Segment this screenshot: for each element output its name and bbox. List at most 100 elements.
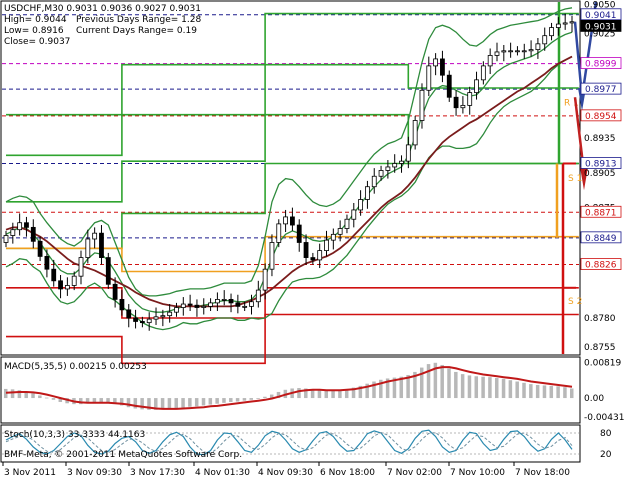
macd-histogram-bar: [406, 374, 410, 399]
time-tick-label: 3 Nov 09:30: [67, 468, 122, 478]
stoch-tick-label: 80: [600, 429, 612, 439]
info-box: USDCHF,M30 0.9031 0.9036 0.9027 0.9031 H…: [4, 4, 201, 47]
price-label-text: 0.8871: [585, 208, 617, 218]
candle-body: [17, 222, 23, 231]
bollinger-upper-line: [5, 7, 573, 297]
macd-histogram-bar: [51, 398, 56, 400]
macd-histogram-bar: [276, 391, 281, 399]
macd-histogram-bar: [454, 371, 458, 399]
time-tick-label: 6 Nov 18:00: [320, 468, 375, 478]
macd-histogram-bar: [133, 398, 138, 409]
macd-histogram-bar: [256, 398, 260, 399]
price-label-text: 0.9031: [585, 22, 617, 32]
macd-indicator: 0.00819 0.00 -0.00431: [4, 358, 624, 423]
candle-body: [255, 289, 261, 303]
macd-histogram-bar: [413, 371, 417, 399]
macd-histogram-bar: [433, 362, 438, 399]
candle-body: [126, 309, 132, 319]
candle-body: [153, 316, 159, 320]
candle-body: [71, 275, 77, 286]
time-tick-label: 7 Nov 18:00: [515, 468, 570, 478]
candle-body: [303, 242, 309, 258]
macd-histogram-bar: [338, 390, 342, 399]
macd-histogram-bar: [447, 368, 451, 399]
stoch-tick-label: 20: [600, 450, 612, 460]
candle-body: [494, 51, 500, 56]
macd-histogram-bar: [92, 398, 97, 403]
macd-histogram-bar: [147, 398, 151, 410]
candle-body: [310, 257, 316, 261]
candle-body: [112, 283, 118, 300]
macd-histogram-bar: [106, 398, 110, 403]
candle-body: [535, 43, 541, 51]
macd-histogram-bar: [358, 385, 363, 399]
macd-histogram-bar: [79, 398, 83, 405]
candle-body: [64, 285, 70, 290]
macd-histogram-bar: [140, 398, 144, 410]
macd-histogram-bar: [119, 398, 124, 406]
macd-histogram-bar: [379, 379, 383, 399]
time-tick-label: 4 Nov 09:30: [258, 468, 313, 478]
macd-histogram-bar: [481, 376, 485, 399]
stoch-title: Stoch(10,3,3) 33.3333 44.1163: [4, 430, 145, 440]
candle-body: [296, 224, 302, 243]
price-label-box: [580, 19, 622, 32]
candle-body: [344, 218, 350, 229]
macd-histogram-bar: [488, 377, 492, 399]
macd-histogram-bar: [324, 390, 329, 399]
macd-histogram-bar: [426, 364, 431, 399]
candle-body: [337, 228, 343, 235]
price-label-text: 0.8954: [585, 112, 617, 122]
candle-body: [283, 216, 288, 225]
price-tick-label: 0.9050: [584, 0, 616, 10]
candle-body: [167, 311, 173, 317]
price-label-box: [580, 82, 622, 95]
candle-body: [555, 23, 561, 28]
candle-body: [446, 74, 452, 98]
candle-body: [242, 305, 248, 308]
price-label-box: [580, 205, 622, 218]
macd-signal-line: [5, 366, 573, 410]
macd-histogram-bar: [174, 398, 178, 409]
candle-body: [358, 199, 364, 211]
price-label-text: 0.8826: [585, 261, 617, 271]
macd-histogram-bar: [570, 388, 574, 399]
macd-histogram-bar: [4, 388, 8, 399]
macd-histogram-bar: [160, 398, 165, 410]
candle-body: [365, 186, 370, 200]
macd-histogram-bar: [215, 398, 219, 404]
macd-histogram-bar: [372, 381, 376, 399]
candle-body: [351, 209, 357, 220]
macd-histogram-bar: [563, 387, 567, 399]
candle-body: [37, 240, 43, 257]
macd-histogram-bar: [494, 378, 499, 399]
macd-histogram-bar: [535, 384, 540, 399]
level-label: S 1: [568, 174, 582, 184]
candle-body: [549, 27, 554, 37]
candle-body: [58, 280, 63, 290]
macd-tick-label: 0.00819: [584, 358, 621, 368]
macd-histogram-bar: [249, 398, 253, 400]
candle-body: [262, 268, 268, 291]
candle-body: [378, 170, 384, 177]
macd-histogram-bar: [297, 388, 301, 399]
macd-histogram-bar: [392, 377, 397, 399]
price-label-text: 0.9041: [585, 11, 617, 21]
support-2-line: [6, 313, 579, 365]
macd-histogram-bar: [467, 375, 472, 399]
info-current-range: Current Days Range= 0.19: [76, 26, 197, 36]
candle-body: [330, 233, 336, 241]
price-label-text: 0.8977: [585, 85, 617, 95]
macd-histogram-bar: [229, 398, 233, 402]
candle-body: [521, 50, 527, 53]
macd-histogram-bar: [10, 389, 15, 399]
candle-body: [44, 256, 50, 270]
macd-histogram-bar: [99, 398, 103, 402]
candle-body: [139, 321, 145, 324]
macd-histogram-bar: [269, 394, 274, 399]
time-tick-label: 3 Nov 17:30: [130, 468, 185, 478]
bollinger-lower-line: [5, 56, 573, 331]
main-pane-frame: [0, 0, 581, 356]
candle-body: [194, 304, 200, 308]
price-tick-label: 0.8905: [584, 169, 616, 179]
